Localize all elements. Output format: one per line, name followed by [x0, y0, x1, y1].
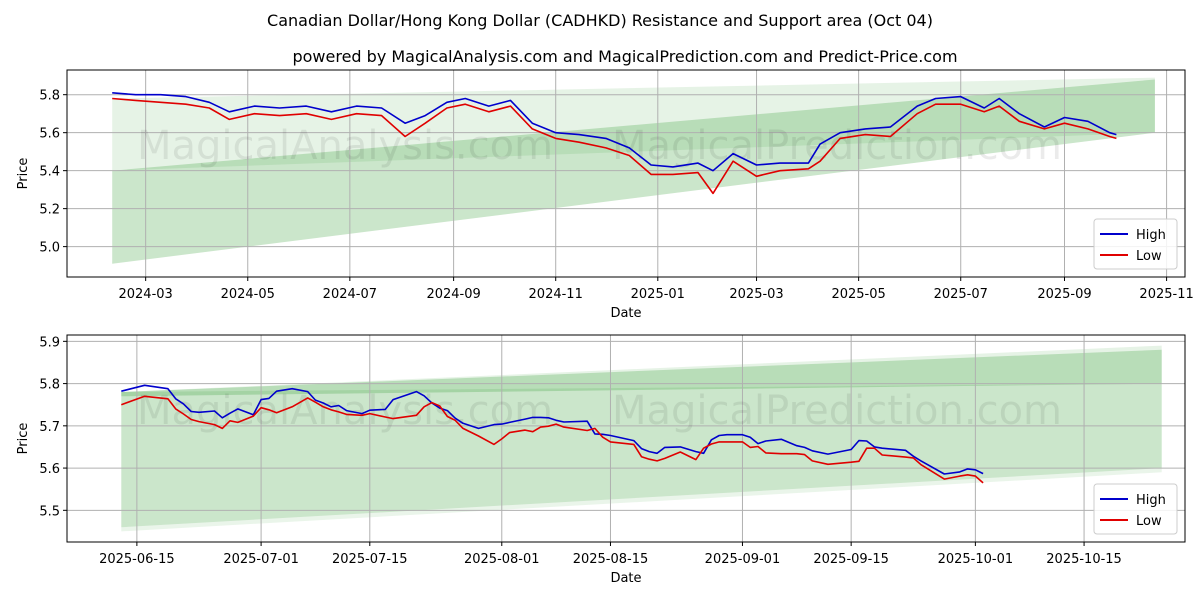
y-tick-label: 5.4 — [39, 165, 60, 180]
legend: High Low — [1093, 483, 1178, 535]
x-tick-label: 2025-08-01 — [464, 552, 540, 567]
y-tick-label: 5.7 — [39, 420, 60, 435]
grid-layer — [67, 335, 1185, 542]
support-area-fade — [121, 468, 1162, 532]
y-tick-label: 5.6 — [39, 127, 60, 142]
watermark-left: MagicalAnalysis.com — [137, 123, 553, 169]
y-tick-label: 5.6 — [39, 462, 60, 477]
x-tick-label: 2025-11 — [1139, 287, 1193, 302]
x-tick-label: 2025-10-15 — [1046, 552, 1122, 567]
y-tick-label: 5.8 — [39, 378, 60, 393]
y-axis-label: Price — [16, 158, 31, 190]
legend-box — [1093, 218, 1178, 270]
y-tick-label: 5.9 — [39, 335, 60, 350]
legend: High Low — [1093, 218, 1178, 270]
plot-frame — [66, 334, 1186, 543]
bottom-chart: MagicalAnalysis.com MagicalPrediction.com… — [16, 334, 1186, 586]
y-axis-label: Price — [16, 423, 31, 455]
x-axis-label: Date — [610, 306, 641, 321]
series-line-high — [112, 92, 1117, 172]
y-tick-label: 5.0 — [39, 241, 60, 256]
x-tick-label: 2025-07-15 — [332, 552, 408, 567]
x-tick-label: 2025-08-15 — [573, 552, 649, 567]
x-tick-label: 2024-11 — [529, 287, 583, 302]
x-tick-label: 2025-07-01 — [223, 552, 299, 567]
watermark-right: MagicalPrediction.com — [612, 388, 1062, 434]
resistance-area-core — [121, 349, 1162, 397]
x-tick-label: 2024-05 — [221, 287, 275, 302]
series-line-high — [121, 384, 984, 475]
legend-box — [1093, 483, 1178, 535]
series-line-low — [112, 97, 1117, 195]
x-tick-label: 2024-07 — [323, 287, 377, 302]
resistance-area — [112, 77, 1155, 171]
support-area — [112, 79, 1155, 264]
x-axis-label: Date — [610, 571, 641, 586]
top-chart: MagicalAnalysis.com MagicalPrediction.com… — [16, 69, 1194, 321]
x-tick-label: 2025-07 — [934, 287, 988, 302]
band-layer — [112, 77, 1155, 264]
x-tick-label: 2025-09 — [1037, 287, 1091, 302]
x-tick-label: 2025-03 — [729, 287, 783, 302]
resistance-area — [121, 345, 1162, 392]
x-tick-label: 2024-03 — [118, 287, 172, 302]
watermark-left: MagicalAnalysis.com — [137, 388, 553, 434]
plot-frame — [66, 69, 1186, 278]
series-layer — [121, 384, 984, 484]
y-tick-label: 5.2 — [39, 203, 60, 218]
legend-label-high: High — [1136, 493, 1166, 508]
chart-subtitle: powered by MagicalAnalysis.com and Magic… — [292, 47, 957, 66]
legend-label-low: Low — [1136, 514, 1162, 529]
x-tick-label: 2025-10-01 — [938, 552, 1014, 567]
x-tick-label: 2024-09 — [426, 287, 480, 302]
x-tick-label: 2025-09-01 — [705, 552, 781, 567]
y-tick-label: 5.5 — [39, 504, 60, 519]
series-line-low — [121, 395, 984, 484]
watermark-right: MagicalPrediction.com — [612, 123, 1062, 169]
x-tick-label: 2025-01 — [631, 287, 685, 302]
x-tick-label: 2025-09-15 — [813, 552, 889, 567]
legend-label-low: Low — [1136, 249, 1162, 264]
x-tick-label: 2025-06-15 — [99, 552, 175, 567]
chart-title: Canadian Dollar/Hong Kong Dollar (CADHKD… — [267, 11, 933, 30]
y-tick-label: 5.8 — [39, 89, 60, 104]
series-layer — [112, 92, 1117, 195]
x-tick-label: 2025-05 — [831, 287, 885, 302]
legend-label-high: High — [1136, 228, 1166, 243]
